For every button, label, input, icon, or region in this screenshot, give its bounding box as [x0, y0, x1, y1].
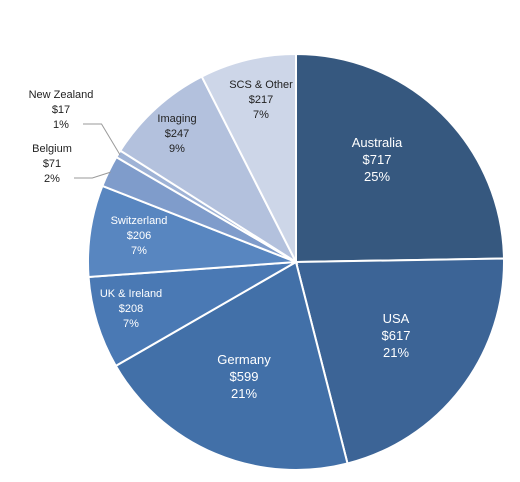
slice-name: New Zealand	[29, 89, 94, 101]
slice-label-australia: Australia $717 25%	[352, 135, 403, 184]
pie-slice-australia	[295, 52, 505, 264]
slice-value: $206	[127, 230, 151, 242]
slice-name: Imaging	[157, 113, 196, 125]
slice-percent: 9%	[169, 143, 185, 155]
slice-percent: 7%	[123, 318, 139, 330]
leader-line-belgium	[74, 171, 111, 179]
slice-percent: 21%	[231, 386, 257, 401]
slice-label-uk-and-ireland: UK & Ireland $208 7%	[100, 288, 162, 330]
slice-name: USA	[383, 311, 410, 326]
slice-percent: 7%	[253, 109, 269, 121]
slice-label-germany: Germany $599 21%	[217, 352, 271, 401]
slice-labels: Australia $717 25% USA $617 21% Germany $599 21%…	[29, 79, 411, 401]
pie-slice-scs-and-other	[200, 52, 297, 263]
pie-slices	[87, 52, 505, 471]
slice-name: Germany	[217, 352, 271, 367]
pie-slice-germany	[114, 260, 349, 471]
slice-label-belgium: Belgium $71 2%	[32, 143, 72, 185]
slice-label-switzerland: Switzerland $206 7%	[111, 215, 168, 257]
leader-lines	[74, 123, 121, 179]
slice-label-imaging: Imaging $247 9%	[157, 113, 196, 155]
slice-value: $17	[52, 104, 70, 116]
slice-percent: 1%	[53, 119, 69, 131]
slice-percent: 2%	[44, 173, 60, 185]
slice-name: UK & Ireland	[100, 288, 162, 300]
slice-value: $717	[363, 152, 392, 167]
leader-line-new-zealand	[83, 123, 121, 156]
slice-name: Australia	[352, 135, 403, 150]
pie-slice-usa	[294, 257, 505, 465]
slice-name: Belgium	[32, 143, 72, 155]
slice-percent: 25%	[364, 169, 390, 184]
slice-label-new-zealand: New Zealand $17 1%	[29, 89, 94, 131]
slice-value: $617	[382, 328, 411, 343]
slice-percent: 21%	[383, 345, 409, 360]
slice-label-usa: USA $617 21%	[382, 311, 411, 360]
slice-value: $599	[230, 369, 259, 384]
slice-value: $208	[119, 303, 143, 315]
slice-value: $71	[43, 158, 61, 170]
slice-name: SCS & Other	[229, 79, 293, 91]
slice-value: $217	[249, 94, 273, 106]
pie-slice-imaging	[118, 75, 299, 265]
slice-name: Switzerland	[111, 215, 168, 227]
slice-percent: 7%	[131, 245, 147, 257]
slice-label-scs-and-other: SCS & Other $217 7%	[229, 79, 293, 121]
slice-value: $247	[165, 128, 189, 140]
